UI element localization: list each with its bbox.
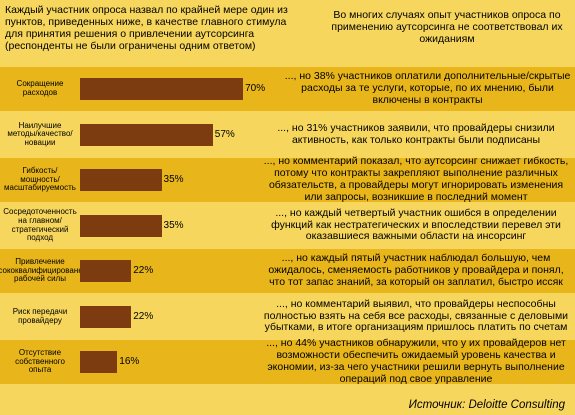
finding-note: ..., но каждый четвертый участник ошибся… — [271, 206, 561, 243]
chart-row: Привлечение высококвалифицированной рабо… — [0, 249, 575, 293]
chart-row: Гибкость/мощность/масштабируемость 35%...… — [0, 155, 575, 203]
finding-note: ..., но 38% участников оплатили дополнит… — [284, 70, 571, 106]
chart-row: Сокращение расходов 70% ..., но 38% участн… — [0, 67, 575, 111]
bar — [80, 123, 213, 146]
category-label: Отсутствие собственного опыта — [15, 348, 65, 375]
value-label: 22% — [133, 310, 154, 322]
chart-row: Сосредоточенность на главном/стратегичес… — [0, 203, 575, 248]
chart-row: Наилучшие методы/качество/новации 57%...,… — [0, 112, 575, 157]
finding-note: ..., но 44% участников обнаружили, что у… — [266, 337, 566, 385]
chart-row: Отсутствие собственного опыта 16% ..., но … — [0, 337, 575, 385]
bar — [80, 305, 132, 328]
category-label: Наилучшие методы/качество/новации — [7, 120, 73, 147]
bar — [80, 78, 244, 100]
bar — [80, 169, 162, 191]
value-label: 57% — [214, 128, 235, 140]
bar — [80, 260, 132, 282]
value-label: 35% — [163, 174, 184, 185]
source-note: Источник: Deloitte Consulting — [408, 399, 565, 411]
chart-row: Риск передачи провайдеру 22% ..., но комме… — [0, 294, 575, 339]
value-label: 35% — [163, 219, 184, 231]
category-label: Привлечение высококвалифицированной рабо… — [0, 257, 92, 284]
category-label: Сокращение расходов — [16, 79, 64, 97]
category-label: Сосредоточенность на главном/стратегичес… — [3, 207, 77, 243]
finding-note: ..., но комментарий показал, что аутсорс… — [263, 155, 569, 203]
finding-note: ..., но комментарий выявил, что провайде… — [263, 297, 569, 334]
value-label: 16% — [119, 356, 140, 367]
header-left-text: Каждый участник опроса назвал по крайней… — [5, 4, 288, 52]
finding-note: ..., но каждый пятый участник наблюдал б… — [268, 252, 564, 288]
header-right-text: Во многих случаях опыт участников опроса… — [331, 9, 563, 45]
value-label: 70% — [245, 83, 266, 94]
finding-note: ..., но 31% участников заявили, что пров… — [277, 121, 555, 146]
category-label: Гибкость/мощность/масштабируемость — [4, 166, 76, 193]
value-label: 22% — [133, 265, 154, 276]
bar — [80, 351, 118, 373]
category-label: Риск передачи провайдеру — [12, 306, 68, 325]
bar — [80, 214, 162, 237]
